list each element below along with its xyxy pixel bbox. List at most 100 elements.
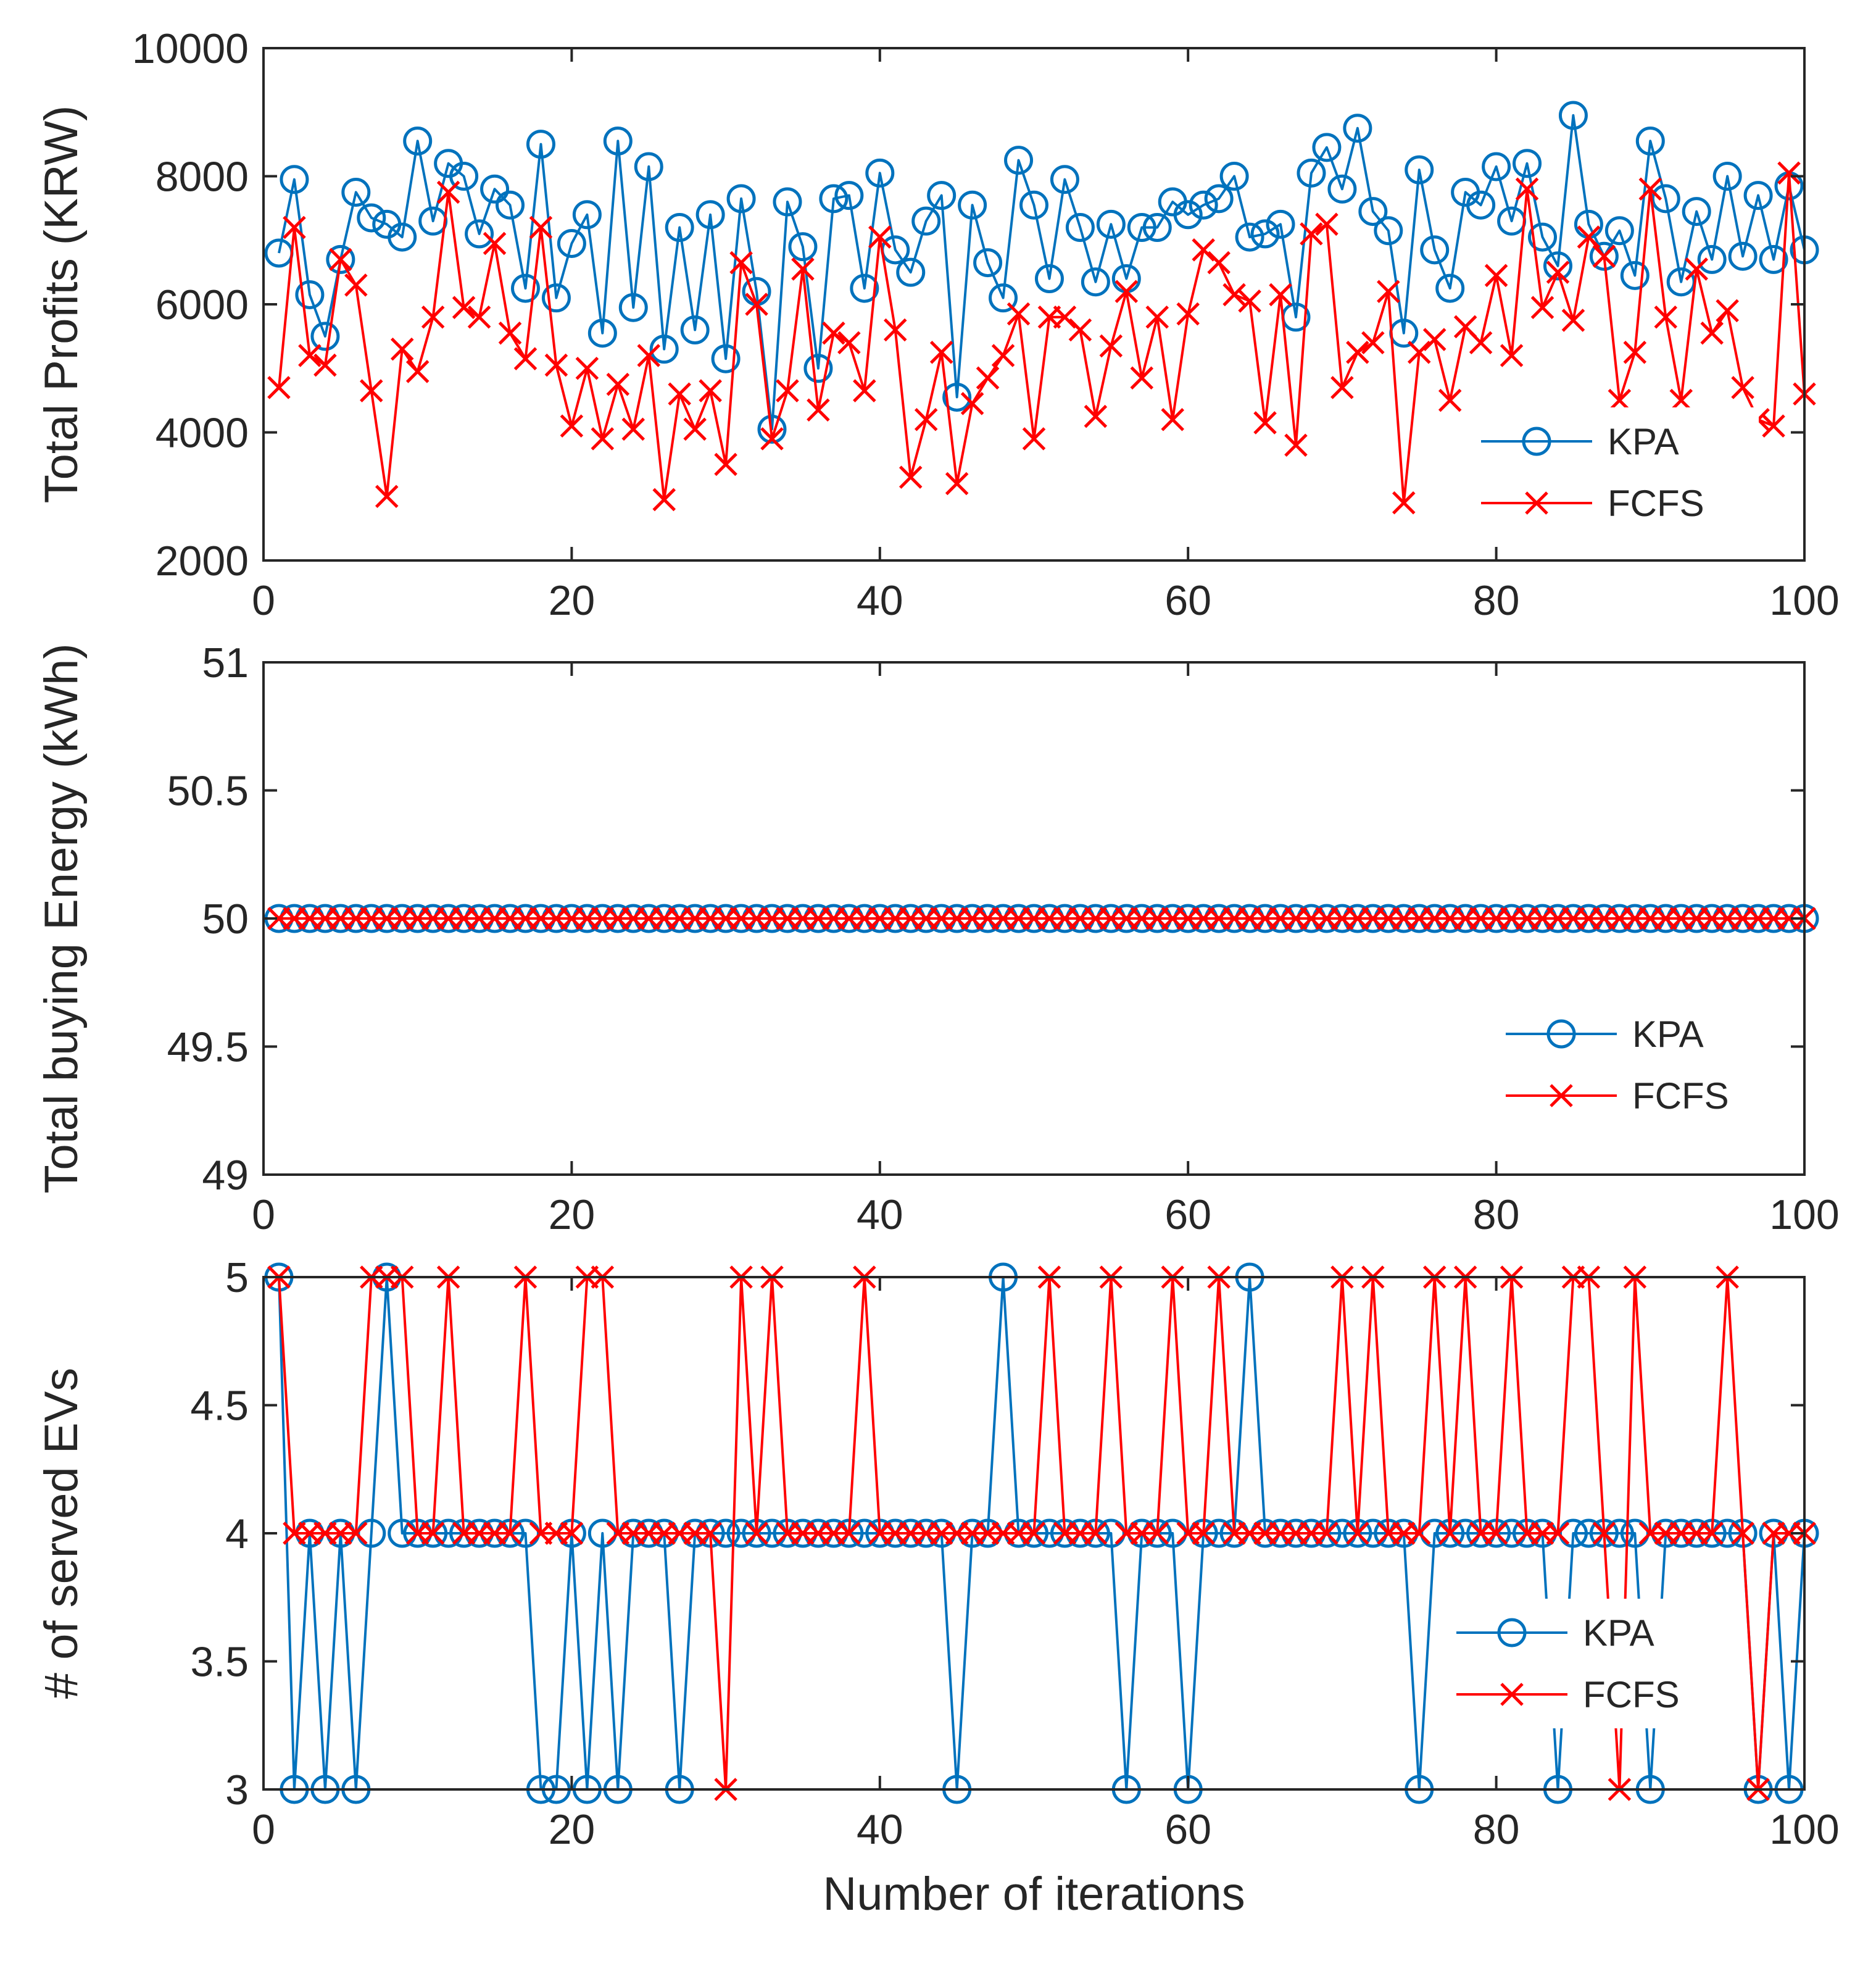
data-point-kpa — [1759, 244, 1788, 274]
data-point-fcfs — [1130, 366, 1154, 390]
data-point-kpa — [1358, 1518, 1388, 1548]
data-point-fcfs — [837, 331, 861, 355]
data-point-kpa — [1697, 244, 1727, 274]
data-point-fcfs — [390, 337, 414, 361]
legend-marker-kpa — [1522, 427, 1551, 456]
data-point-fcfs — [729, 251, 753, 275]
data-point-fcfs — [1407, 1522, 1431, 1545]
data-point-fcfs — [1515, 177, 1539, 201]
data-point-fcfs — [513, 347, 537, 370]
data-point-kpa — [896, 257, 926, 287]
panel-energy-marks — [264, 904, 1819, 933]
x-tick-label: 0 — [252, 577, 275, 624]
data-point-fcfs — [529, 215, 553, 239]
data-point-fcfs — [1407, 341, 1431, 364]
data-point-kpa — [1142, 213, 1172, 242]
data-point-kpa — [388, 1518, 417, 1548]
data-point-kpa — [1034, 264, 1064, 293]
legend-marker-fcfs — [1550, 1084, 1573, 1107]
data-point-kpa — [711, 1518, 741, 1548]
data-point-kpa — [1558, 1518, 1588, 1548]
data-point-fcfs — [1546, 260, 1570, 284]
data-point-fcfs — [1638, 177, 1662, 201]
data-point-kpa — [1543, 251, 1572, 281]
data-point-kpa — [1435, 273, 1465, 303]
data-point-kpa — [587, 1518, 617, 1548]
data-point-fcfs — [344, 273, 368, 297]
y-tick-label: 51 — [202, 639, 249, 686]
data-point-kpa — [1343, 114, 1372, 143]
x-tick-label: 40 — [857, 577, 903, 624]
data-point-fcfs — [421, 305, 445, 329]
data-point-kpa — [510, 1518, 540, 1548]
data-point-kpa — [989, 283, 1018, 313]
data-point-kpa — [326, 244, 355, 274]
data-point-kpa — [587, 319, 617, 348]
legend-label-fcfs: FCFS — [1583, 1674, 1680, 1715]
x-tick-label: 100 — [1769, 577, 1839, 624]
data-point-kpa — [1728, 241, 1758, 271]
data-point-kpa — [280, 165, 309, 194]
data-point-kpa — [1189, 190, 1218, 220]
data-point-kpa — [665, 213, 694, 242]
data-point-kpa — [1297, 158, 1326, 188]
series-line-fcfs — [278, 1276, 1804, 1791]
data-point-fcfs — [668, 382, 691, 406]
data-point-fcfs — [976, 366, 1000, 390]
panel-energy-legend: KPA FCFS — [1493, 1000, 1753, 1130]
data-point-fcfs — [421, 1522, 445, 1545]
series-line-fcfs — [278, 172, 1806, 504]
data-point-kpa — [1405, 155, 1434, 185]
data-point-fcfs — [1484, 264, 1508, 288]
data-point-fcfs — [899, 465, 923, 489]
data-point-fcfs — [837, 1522, 861, 1545]
data-point-kpa — [819, 184, 849, 214]
data-point-fcfs — [498, 321, 522, 345]
data-point-kpa — [1173, 200, 1203, 230]
data-point-fcfs — [1084, 1522, 1108, 1545]
data-point-kpa — [1050, 165, 1079, 194]
data-point-fcfs — [1731, 1522, 1754, 1545]
data-point-kpa — [403, 126, 433, 156]
data-point-kpa — [1528, 222, 1558, 252]
data-point-fcfs — [360, 379, 383, 402]
data-point-kpa — [649, 335, 679, 364]
data-point-fcfs — [699, 1522, 722, 1545]
data-point-fcfs — [1561, 309, 1585, 332]
y-tick-label: 6000 — [156, 281, 249, 328]
data-point-kpa — [1004, 146, 1034, 175]
data-point-kpa — [1374, 216, 1403, 246]
data-point-kpa — [1219, 162, 1249, 191]
data-point-fcfs — [1623, 341, 1647, 364]
data-point-fcfs — [945, 472, 969, 496]
data-point-fcfs — [1253, 411, 1277, 435]
data-point-kpa — [1620, 1518, 1650, 1548]
data-point-fcfs — [1731, 376, 1754, 399]
data-point-kpa — [726, 184, 756, 214]
x-tick-label: 40 — [857, 1806, 903, 1853]
x-tick-label: 100 — [1769, 1806, 1839, 1853]
data-point-kpa — [1327, 174, 1357, 204]
legend-label-fcfs: FCFS — [1632, 1075, 1729, 1117]
data-point-fcfs — [1145, 305, 1169, 329]
data-point-kpa — [572, 200, 602, 230]
panel-profits-marks — [264, 101, 1819, 515]
data-point-fcfs — [544, 353, 568, 377]
data-point-kpa — [541, 283, 571, 313]
data-point-kpa — [1096, 209, 1126, 239]
data-point-kpa — [1250, 219, 1280, 249]
data-point-kpa — [1574, 1518, 1603, 1548]
data-point-fcfs — [483, 231, 507, 256]
data-point-kpa — [803, 354, 833, 383]
data-point-fcfs — [853, 379, 876, 402]
data-point-fcfs — [1361, 331, 1385, 355]
legend-label-kpa: KPA — [1632, 1014, 1704, 1055]
data-point-fcfs — [1300, 222, 1323, 246]
x-tick-label: 60 — [1164, 577, 1211, 624]
data-point-fcfs — [1006, 302, 1031, 326]
data-point-fcfs — [591, 427, 615, 451]
data-point-fcfs — [1145, 1522, 1169, 1545]
data-point-fcfs — [452, 296, 476, 319]
data-point-fcfs — [1330, 376, 1354, 399]
data-point-fcfs — [1377, 280, 1400, 304]
